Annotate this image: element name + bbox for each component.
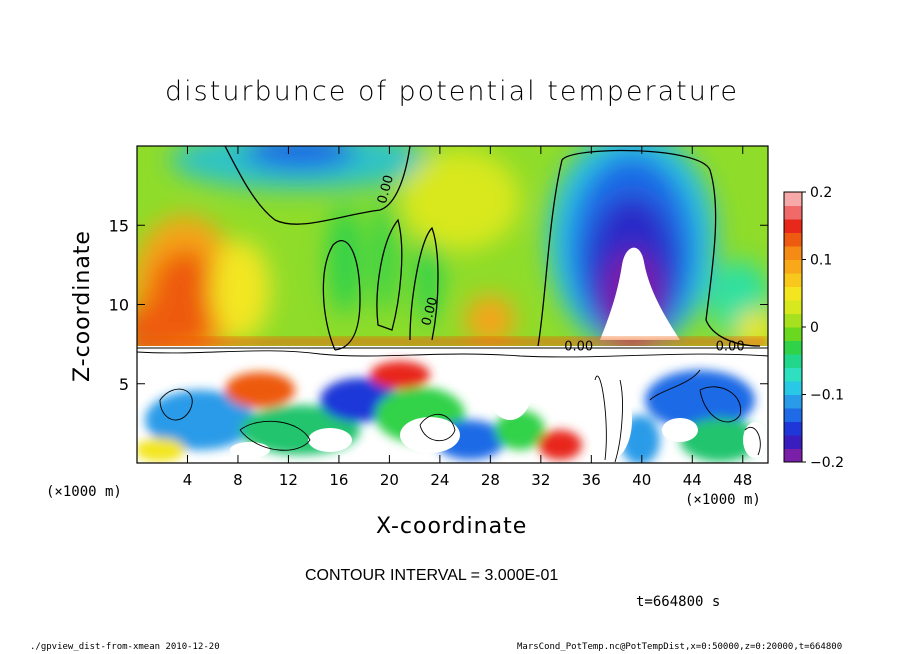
x-tick-label: 40 — [632, 471, 651, 489]
colorbar-tick-label: −0.1 — [810, 388, 844, 404]
x-tick-label: 8 — [233, 471, 243, 489]
x-tick-label: 4 — [183, 471, 193, 489]
colorbar-segment — [784, 381, 802, 395]
contour-label: 0.00 — [419, 296, 441, 328]
x-tick-label: 16 — [329, 471, 348, 489]
colorbar-segment — [784, 286, 802, 301]
colorbar-segment — [784, 354, 802, 368]
x-tick-label: 32 — [531, 471, 550, 489]
x-axis-label: X-coordinate — [376, 514, 528, 539]
y-axis: 5 10 15 — [109, 216, 768, 394]
colorbar-segment — [784, 246, 802, 260]
contour-label: 0.00 — [564, 339, 593, 354]
colorbar-segment — [784, 313, 802, 328]
footer-script-name: ./gpview_dist-from-xmean 2010-12-20 — [30, 642, 220, 652]
x-tick-label: 36 — [582, 471, 601, 489]
colorbar-segment — [784, 394, 802, 409]
contour-label: 0.00 — [716, 339, 745, 354]
x-unit-label-right: (×1000 m) — [685, 492, 761, 508]
x-tick-label: 20 — [380, 471, 399, 489]
x-tick-label: 12 — [279, 471, 298, 489]
chart-title: disturbunce of potential temperature — [165, 76, 739, 107]
colorbar-segment — [784, 327, 802, 341]
y-tick-label: 15 — [109, 216, 129, 235]
x-axis: 4 8 12 16 20 24 28 32 36 40 44 48 — [183, 146, 752, 489]
y-tick-label: 5 — [119, 375, 129, 394]
colorbar-segment — [784, 340, 802, 355]
colorbar-segment — [784, 421, 802, 436]
x-tick-label: 24 — [430, 471, 449, 489]
contour-interval-note: CONTOUR INTERVAL = 3.000E-01 — [305, 567, 559, 584]
y-axis-label: Z-coordinate — [70, 230, 95, 382]
time-label: t=664800 s — [636, 594, 721, 610]
x-tick-label: 44 — [683, 471, 702, 489]
colorbar-segment — [784, 273, 802, 287]
colorbar-segment — [784, 300, 802, 314]
contour-labels: 0.00 0.00 0.00 0.00 — [375, 174, 745, 355]
colorbar-tick-label: −0.2 — [810, 455, 844, 471]
colorbar-segment — [784, 219, 802, 233]
y-tick-label: 10 — [109, 296, 129, 315]
colorbar-tick-label: 0.2 — [810, 185, 832, 201]
colorbar-tick-label: 0.1 — [810, 253, 832, 269]
colorbar-segment — [784, 192, 802, 206]
colorbar-segment — [784, 367, 802, 382]
footer-data-source: MarsCond_PotTemp.nc@PotTempDist,x=0:5000… — [517, 642, 843, 652]
colorbar-tick-label: 0 — [810, 320, 819, 336]
colorbar-segment — [784, 259, 802, 274]
contour-label: 0.00 — [375, 174, 397, 206]
colorbar: 0.2 0.1 0 −0.1 −0.2 — [783, 185, 844, 471]
x-tick-label: 28 — [481, 471, 500, 489]
colorbar-segment — [784, 205, 802, 220]
temperature-field: 0.00 0.00 0.00 0.00 — [137, 146, 768, 463]
colorbar-segment — [784, 448, 802, 463]
colorbar-segment — [784, 408, 802, 422]
colorbar-segment — [784, 232, 802, 247]
x-tick-label: 48 — [733, 471, 752, 489]
x-unit-label-left: (×1000 m) — [46, 484, 122, 500]
colorbar-segment — [784, 435, 802, 449]
